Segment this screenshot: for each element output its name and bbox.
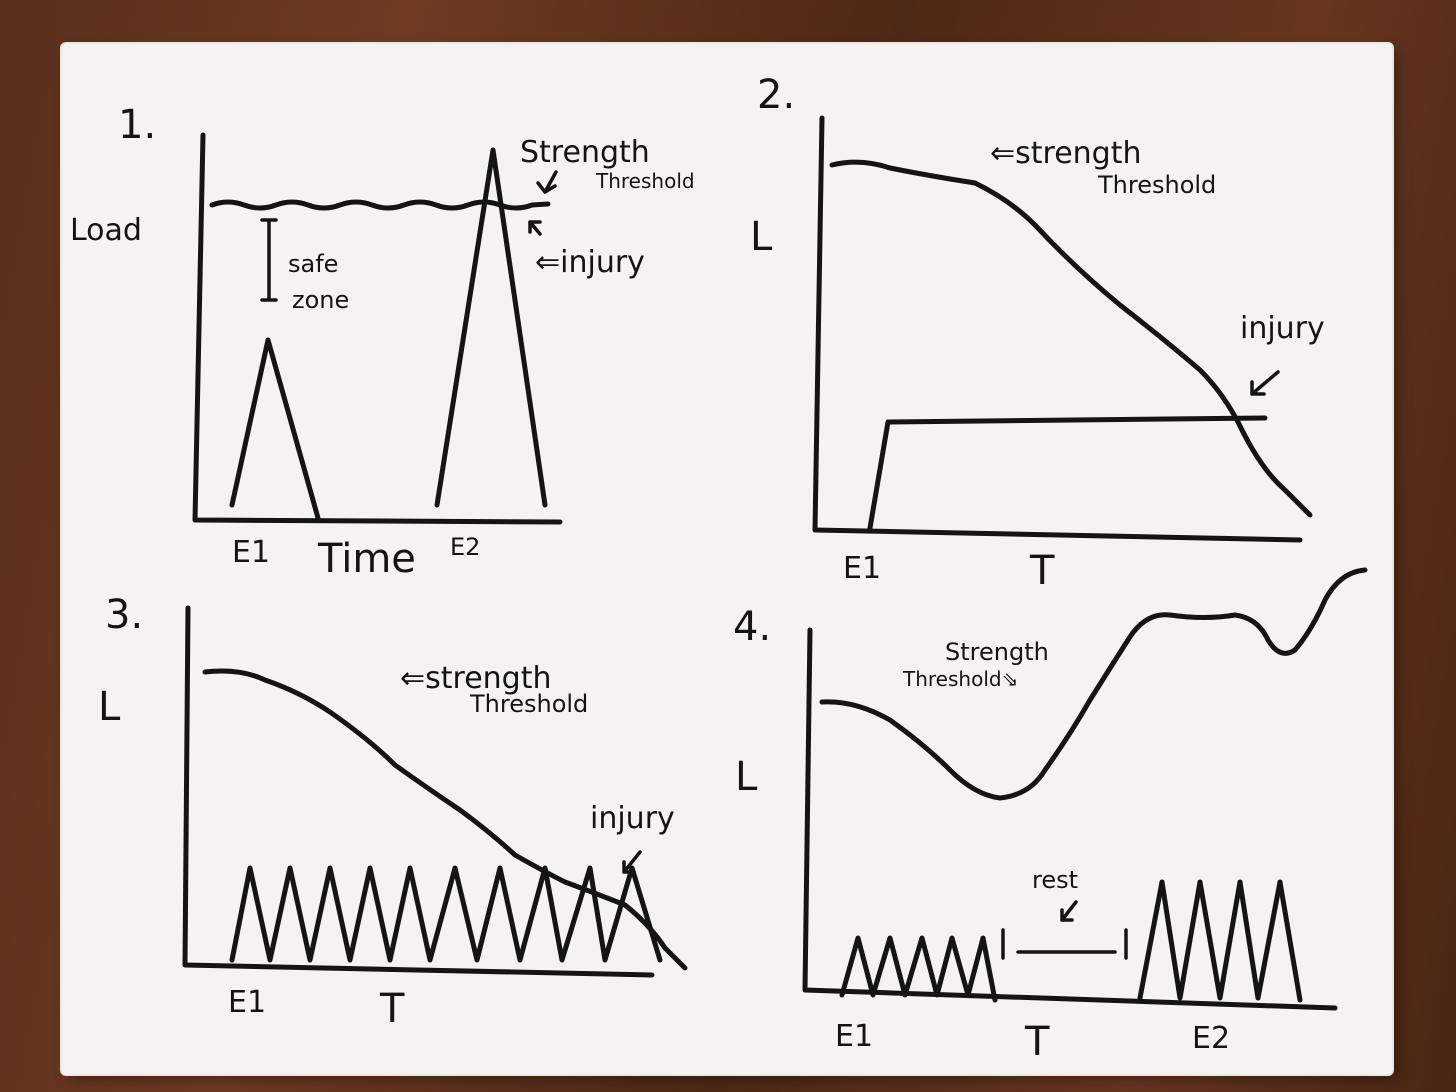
panel-3: 3. L ⇐strength Threshold injury E1 T (98, 592, 688, 1032)
panel-3-y-label: L (98, 684, 121, 730)
panel-3-strength-curve (202, 668, 688, 971)
panel-3-load-spikes (229, 865, 663, 963)
panel-2: 2. L ⇐strength Threshold injury E1 T (750, 72, 1325, 594)
panel-3-number: 3. (105, 592, 143, 638)
panel-1-safe-zone-bracket (260, 218, 278, 302)
panel-4-x-label: T (1024, 1019, 1050, 1065)
panel-2-threshold-label: Threshold (1097, 171, 1216, 199)
panel-4-rest-arrow (1060, 900, 1078, 922)
panel-3-threshold-label: Threshold (469, 690, 588, 718)
panel-2-y-label: L (750, 214, 773, 260)
panel-1-event-e1: E1 (232, 535, 270, 570)
panel-1-e2-spike (434, 147, 548, 508)
panel-4-strength-label: Strength (945, 638, 1049, 666)
panel-1-event-e2: E2 (450, 533, 480, 561)
panel-1-injury-pointer (528, 220, 542, 236)
panel-2-axes (812, 115, 1303, 543)
panel-1-zone-label: zone (292, 286, 349, 314)
panel-4-threshold-label: Threshold⇘ (902, 667, 1018, 691)
panel-4-rest-label: rest (1032, 866, 1078, 894)
panel-4-e1-spikes (839, 935, 998, 1003)
panel-1-threshold-arrow (536, 170, 558, 194)
panel-1-safe-label: safe (288, 250, 338, 278)
panel-1-strength-label: Strength (520, 135, 650, 170)
panel-4-y-label: L (735, 754, 758, 800)
panel-1-e1-spike (229, 337, 321, 521)
panel-1-threshold-label: Threshold (595, 169, 695, 193)
panel-2-number: 2. (757, 72, 795, 118)
panel-4-rest-bracket (1001, 928, 1128, 960)
panel-3-event-e1: E1 (228, 985, 266, 1020)
panel-2-injury-label: injury (1240, 311, 1325, 346)
panel-3-injury-arrow (622, 850, 642, 874)
panel-3-x-label: T (379, 986, 405, 1032)
panel-2-injury-arrow (1250, 370, 1280, 396)
panel-1-threshold-line (209, 199, 551, 211)
panel-2-x-label: T (1029, 548, 1055, 594)
panel-3-axes (182, 605, 655, 978)
panel-4-strength-curve (819, 567, 1368, 801)
panel-4-event-e1: E1 (835, 1019, 873, 1054)
panel-4-e2-spikes (1137, 879, 1303, 1003)
panel-4-axes (802, 627, 1338, 1011)
panel-2-strength-label: ⇐strength (990, 136, 1142, 171)
panel-1-y-label: Load (70, 213, 142, 248)
panel-4: 4. L rest Strength Threshold⇘ E1 T E2 (733, 567, 1368, 1065)
panel-4-event-e2: E2 (1192, 1021, 1230, 1056)
panel-2-load-line (867, 415, 1268, 531)
panel-4-number: 4. (733, 604, 771, 650)
panel-3-strength-label: ⇐strength (400, 661, 552, 696)
panel-2-event-e1: E1 (843, 551, 881, 586)
panel-1-number: 1. (118, 102, 156, 148)
panel-1-x-label: Time (317, 536, 416, 582)
panel-3-injury-label: injury (590, 801, 675, 836)
panel-1-axes (192, 132, 563, 525)
panel-1: 1. Load safe zone Strength Threshold ⇐in… (70, 102, 695, 582)
panel-2-strength-curve (829, 159, 1313, 518)
panel-1-injury-label: ⇐injury (535, 245, 645, 280)
